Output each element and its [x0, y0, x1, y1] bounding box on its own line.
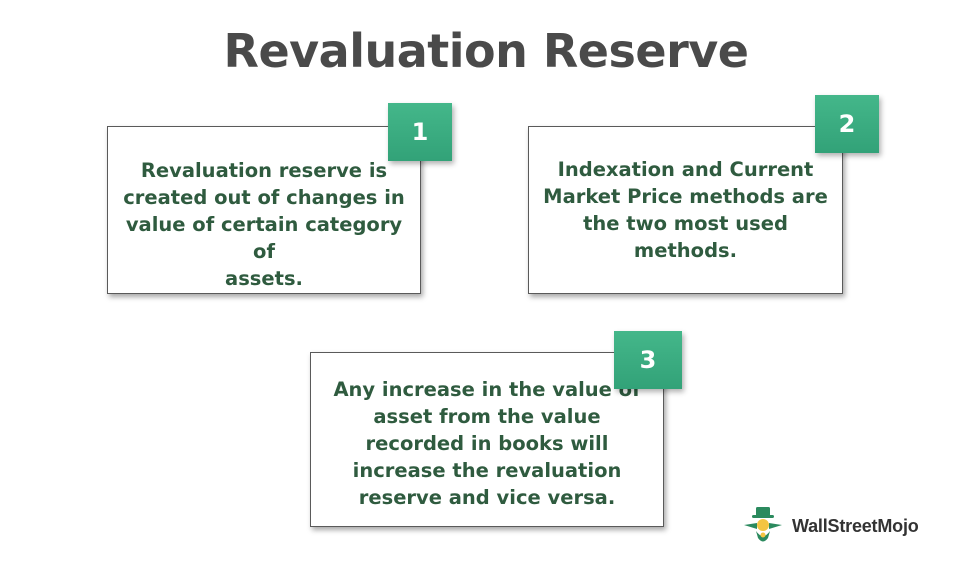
card-3-line: increase the revaluation	[352, 459, 622, 482]
card-1-line: assets.	[225, 266, 303, 290]
number-badge-1: 1	[388, 103, 452, 161]
card-2-line: Market Price methods are	[543, 185, 828, 208]
card-3-line: asset from the value	[373, 405, 601, 428]
card-3-line: Any increase in the value of	[333, 378, 641, 401]
card-2-line: the two most used	[583, 212, 788, 235]
card-3-text: Any increase in the value of asset from …	[323, 376, 650, 511]
card-2-line: methods.	[633, 239, 738, 262]
card-1-line: created out of changes in	[123, 185, 405, 209]
card-3-line: reserve and vice versa.	[358, 486, 616, 509]
card-2-text: Indexation and Current Market Price meth…	[533, 156, 838, 264]
page-title: Revaluation Reserve	[223, 24, 749, 78]
info-card-1: Revaluation reserve is created out of ch…	[107, 126, 421, 294]
number-badge-2: 2	[815, 95, 879, 153]
number-badge-3: 3	[614, 331, 682, 389]
card-3-line: recorded in books will	[365, 432, 609, 455]
card-2-line: Indexation and Current	[557, 158, 814, 181]
card-1-text: Revaluation reserve is created out of ch…	[108, 157, 420, 292]
wallstreetmojo-logo: WallStreetMojo	[742, 505, 919, 547]
wallstreetmojo-logo-icon	[742, 505, 784, 547]
card-1-line: Revaluation reserve is	[140, 158, 388, 182]
wallstreetmojo-logo-text: WallStreetMojo	[792, 515, 919, 536]
card-1-line: value of certain category of	[125, 212, 403, 263]
info-card-2: Indexation and Current Market Price meth…	[528, 126, 843, 294]
info-card-3: Any increase in the value of asset from …	[310, 352, 664, 527]
